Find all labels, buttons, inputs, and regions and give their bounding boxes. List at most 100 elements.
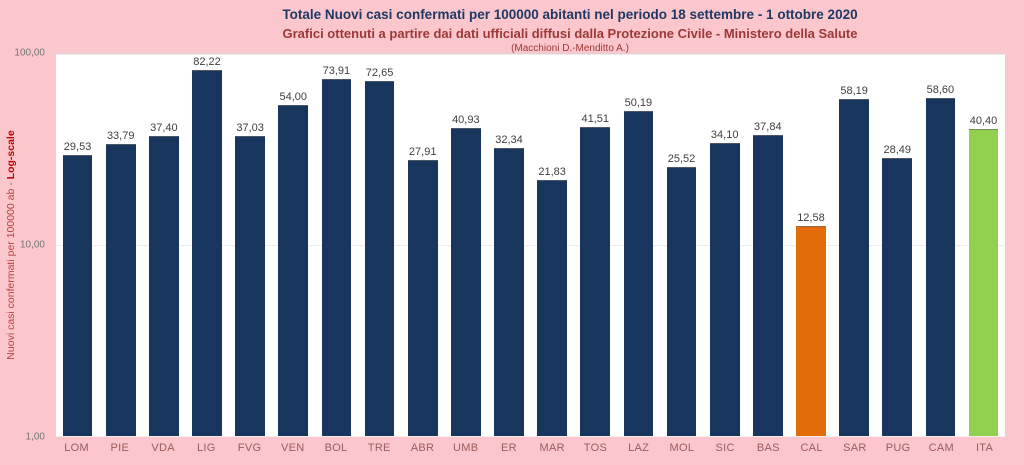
bar-slot-lom: 29,53 — [56, 54, 99, 436]
x-axis-label-mar: MAR — [539, 442, 565, 454]
bar-slot-umb: 40,93 — [444, 54, 487, 436]
bar-value-label: 40,40 — [969, 115, 998, 128]
bar-slot-cal: 12,58 — [789, 54, 832, 436]
bar-ven: 54,00 — [278, 91, 309, 436]
x-axis-label-bas: BAS — [756, 442, 780, 454]
chart-title: Totale Nuovi casi confermati per 100000 … — [282, 7, 858, 22]
bar-slot-sar: 58,19 — [833, 54, 876, 436]
bar-value-label: 21,83 — [538, 166, 566, 179]
bar-mar: 21,83 — [537, 166, 567, 436]
bar-lig: 82,22 — [192, 56, 222, 436]
bar-pug: 28,49 — [882, 144, 913, 436]
bar-value-label: 37,84 — [754, 120, 782, 133]
bar-slot-bol: 73,91 — [315, 54, 358, 436]
bar-slot-abr: 27,91 — [401, 54, 444, 436]
bar-slot-lig: 82,22 — [185, 54, 228, 436]
bar-slot-mar: 21,83 — [531, 54, 574, 436]
bar-slot-cam: 58,60 — [919, 54, 962, 436]
bar-sic: 34,10 — [709, 129, 740, 436]
bar-slot-ita: 40,40 — [962, 54, 1005, 436]
x-axis-label-tos: TOS — [583, 442, 608, 454]
bar-value-label: 54,00 — [279, 91, 308, 104]
bar-cal: 12,58 — [796, 212, 826, 436]
bar-mol: 25,52 — [666, 153, 697, 436]
bar-value-label: 29,53 — [63, 141, 92, 154]
bar-value-label: 12,58 — [797, 211, 825, 224]
y-tick-label: 10,00 — [19, 239, 45, 251]
bar-value-label: 40,93 — [452, 114, 480, 127]
bar-slot-ven: 54,00 — [272, 54, 315, 436]
x-axis-label-umb: UMB — [453, 442, 479, 454]
bar-slot-vda: 37,40 — [142, 54, 185, 436]
bar-value-label: 37,03 — [236, 122, 264, 135]
bar-value-label: 25,52 — [667, 153, 696, 166]
x-axis-label-lig: LIG — [197, 442, 216, 454]
bar-slot-sic: 34,10 — [703, 54, 746, 436]
bar-value-label: 37,40 — [150, 121, 178, 134]
x-axis-label-laz: LAZ — [628, 442, 650, 454]
bar-value-label: 72,65 — [365, 66, 394, 79]
bar-value-label: 32,34 — [495, 133, 523, 146]
bar-ita: 40,40 — [968, 115, 999, 436]
bar-value-label: 58,19 — [840, 84, 868, 97]
bar-vda: 37,40 — [148, 122, 179, 436]
bar-cam: 58,60 — [925, 84, 956, 436]
bar-slot-laz: 50,19 — [617, 54, 660, 436]
bar-value-label: 41,51 — [581, 112, 610, 125]
bar-value-label: 73,91 — [322, 65, 351, 78]
gridline — [56, 436, 1005, 437]
bar-value-label: 28,49 — [883, 144, 911, 157]
x-axis-label-cam: CAM — [928, 442, 954, 454]
bar-bol: 73,91 — [321, 65, 352, 436]
x-axis-label-tre: TRE — [367, 442, 391, 454]
bar-er: 32,34 — [494, 134, 524, 436]
bar-tos: 41,51 — [580, 113, 611, 436]
x-axis-label-mol: MOL — [669, 442, 695, 454]
bar-abr: 27,91 — [407, 146, 438, 436]
bar-slot-bas: 37,84 — [746, 54, 789, 436]
chart-credits: (Macchioni D.-Menditto A.) — [511, 43, 629, 55]
x-axis-labels: LOM PIE VDA LIG FVG VEN BOL TRE ABR UMB ER MAR TOS LA… — [55, 442, 1006, 454]
bar-value-label: 50,19 — [624, 97, 653, 110]
gridline — [56, 245, 1005, 246]
bar-lom: 29,53 — [62, 141, 93, 436]
x-axis-label-ita: ITA — [975, 442, 994, 454]
y-tick-label: 100,00 — [14, 47, 45, 59]
bar-value-label: 33,79 — [106, 130, 135, 143]
x-axis-label-sic: SIC — [715, 442, 735, 454]
bar-laz: 50,19 — [623, 97, 654, 436]
bar-value-label: 58,60 — [926, 84, 955, 97]
bar-slot-tre: 72,65 — [358, 54, 401, 436]
x-axis-label-pug: PUG — [885, 442, 911, 454]
y-tick-label: 1,00 — [25, 431, 45, 443]
x-axis-label-bol: BOL — [324, 442, 348, 454]
x-axis-label-abr: ABR — [410, 442, 435, 454]
bar-slot-pug: 28,49 — [876, 54, 919, 436]
x-axis-label-sar: SAR — [843, 442, 867, 454]
bar-pie: 33,79 — [105, 130, 136, 436]
chart-subtitle: Grafici ottenuti a partire dai dati uffi… — [282, 25, 858, 41]
x-axis-label-lom: LOM — [64, 442, 89, 454]
bar-slot-er: 32,34 — [487, 54, 530, 436]
bar-slot-pie: 33,79 — [99, 54, 142, 436]
x-axis-label-vda: VDA — [151, 442, 175, 454]
chart-header: Totale Nuovi casi confermati per 100000 … — [110, 7, 1024, 56]
bar-fvg: 37,03 — [235, 122, 266, 436]
bar-slot-tos: 41,51 — [574, 54, 617, 436]
bar-slot-mol: 25,52 — [660, 54, 703, 436]
bar-umb: 40,93 — [450, 114, 481, 436]
bar-slot-fvg: 37,03 — [229, 54, 272, 436]
x-axis-label-ven: VEN — [281, 442, 305, 454]
bar-value-label: 34,10 — [710, 129, 739, 142]
x-axis-label-fvg: FVG — [237, 442, 262, 454]
bar-value-label: 27,91 — [408, 145, 437, 158]
y-axis-ticks: 100,00 10,00 1,00 — [0, 48, 50, 443]
bar-bas: 37,84 — [752, 121, 783, 436]
x-axis-label-er: ER — [501, 442, 517, 454]
bar-value-label: 82,22 — [193, 56, 221, 69]
x-axis-label-pie: PIE — [110, 442, 130, 454]
gridline — [56, 54, 1005, 55]
x-axis-label-cal: CAL — [800, 442, 823, 454]
bar-tre: 72,65 — [364, 67, 395, 436]
